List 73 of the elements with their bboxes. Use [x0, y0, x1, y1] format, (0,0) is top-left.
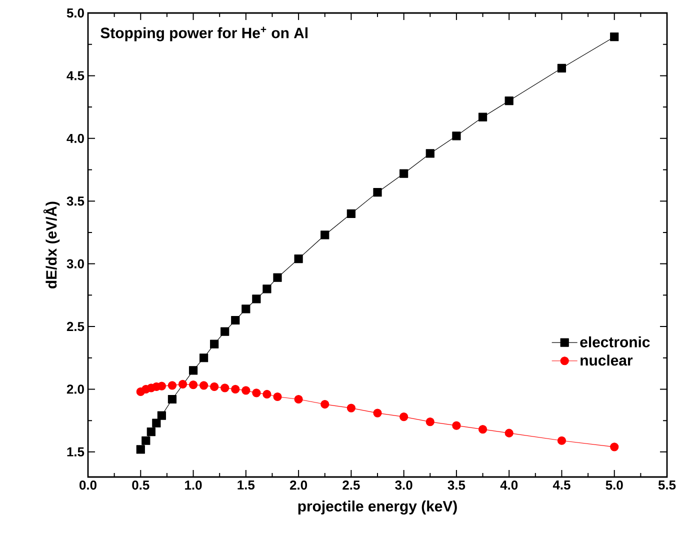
x-tick-label: 4.5 — [552, 480, 570, 490]
point — [504, 428, 514, 438]
legend-label: nuclear — [580, 354, 633, 366]
point — [346, 404, 356, 412]
point — [557, 436, 566, 445]
x-tick-label: 0.0 — [80, 480, 96, 490]
point — [178, 380, 188, 388]
point — [200, 381, 208, 390]
point — [231, 384, 240, 394]
point — [373, 188, 382, 197]
point — [610, 442, 619, 452]
point — [320, 400, 330, 409]
point — [452, 132, 461, 140]
point — [242, 386, 250, 395]
point — [400, 412, 408, 422]
point — [146, 428, 156, 436]
x-axis-title: projectile energy (keV) — [298, 500, 457, 515]
y-axis-title: dE/dx (eV/Å) — [43, 202, 60, 288]
point — [231, 316, 240, 325]
x-tick-label: 3.5 — [448, 480, 466, 490]
y-tick-label: 5.0 — [66, 8, 84, 18]
point — [273, 273, 282, 282]
point — [152, 418, 161, 428]
point — [157, 411, 166, 420]
point — [242, 304, 250, 314]
x-tick-label: 2.0 — [290, 480, 308, 490]
y-tick-label: 3.0 — [66, 259, 84, 268]
point — [220, 384, 230, 392]
x-tick-label: 0.5 — [132, 480, 150, 490]
point — [168, 394, 177, 404]
x-tick-label: 2.5 — [342, 480, 360, 490]
point — [452, 421, 461, 430]
point — [136, 445, 145, 454]
y-tick-label: 2.0 — [66, 384, 84, 394]
y-tick-label: 2.5 — [66, 322, 84, 332]
point — [320, 230, 330, 240]
point — [252, 294, 261, 304]
point — [504, 96, 514, 106]
x-tick-label: 5.0 — [606, 480, 623, 490]
point — [478, 425, 488, 434]
x-tick-label: 5.5 — [658, 480, 676, 490]
x-tick-label: 1.5 — [238, 480, 255, 490]
point — [373, 408, 382, 418]
point — [262, 284, 272, 294]
point — [294, 394, 303, 404]
point — [346, 209, 356, 218]
point — [220, 327, 230, 336]
point — [400, 169, 408, 178]
point — [262, 390, 272, 399]
y-tick-label: 1.5 — [67, 447, 84, 456]
point — [168, 381, 177, 390]
point — [478, 112, 488, 122]
point — [294, 254, 303, 264]
point — [610, 32, 619, 42]
text: Stopping power for He$^{+}$ on Al — [100, 26, 308, 42]
legend-label: electronic — [580, 336, 650, 348]
point — [142, 436, 150, 445]
x-tick-label: 1.0 — [185, 480, 202, 490]
y-tick-label: 3.5 — [66, 196, 84, 206]
point — [200, 354, 208, 362]
point — [557, 64, 566, 72]
point — [273, 392, 282, 402]
point — [426, 418, 434, 426]
point — [252, 388, 261, 398]
point — [188, 380, 198, 390]
x-tick-label: 3.0 — [395, 480, 412, 490]
point — [210, 382, 219, 392]
point — [210, 340, 219, 348]
x-tick-label: 4.0 — [500, 480, 518, 490]
point — [188, 366, 198, 375]
y-tick-label: 4.5 — [66, 71, 84, 80]
y-tick-label: 4.0 — [66, 134, 84, 143]
point — [426, 149, 434, 158]
